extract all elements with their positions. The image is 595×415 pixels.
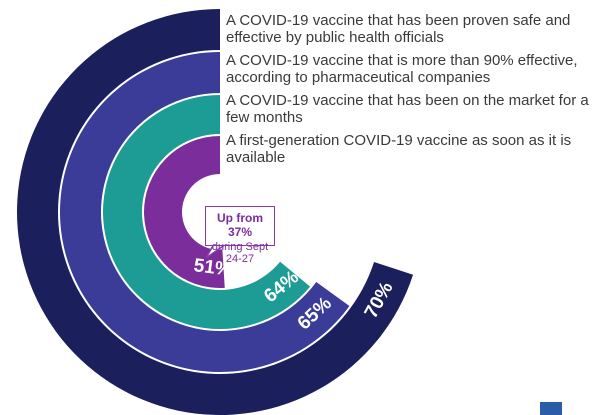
legend-entry: A first-generation COVID-19 vaccine as s…	[226, 132, 572, 166]
ring-bar	[103, 95, 311, 329]
callout-title: Up from 37%	[217, 211, 263, 239]
callout: Up from 37% during Sept 24-27	[205, 206, 275, 265]
legend-entry: A COVID-19 vaccine that has been proven …	[226, 12, 571, 46]
callout-note: during Sept 24-27	[211, 241, 269, 265]
value-label: 51%	[193, 255, 234, 281]
legend-entry: A COVID-19 vaccine that is more than 90%…	[226, 52, 578, 86]
logo-icon	[540, 402, 562, 415]
ring-bar	[144, 136, 225, 288]
legend-entry: A COVID-19 vaccine that has been on the …	[226, 92, 589, 126]
